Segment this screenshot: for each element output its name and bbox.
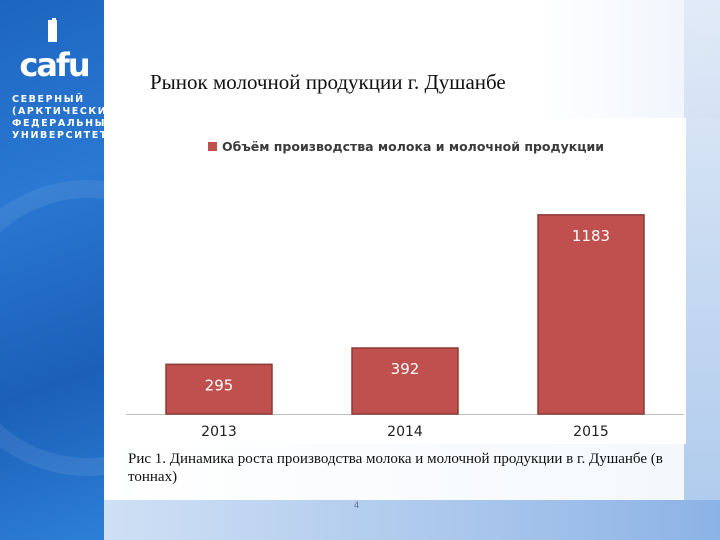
x-tick-label: 2014 <box>387 424 423 440</box>
bar <box>537 214 645 415</box>
figure-caption: Рис 1. Динамика роста производства молок… <box>128 451 663 485</box>
logo-line: (АРКТИЧЕСКИЙ) <box>12 106 104 117</box>
data-label: 392 <box>391 360 420 378</box>
data-label: 1183 <box>572 227 610 245</box>
logo-text: СЕВЕРНЫЙ (АРКТИЧЕСКИЙ) ФЕДЕРАЛЬНЫЙ УНИВЕ… <box>12 94 104 142</box>
decorative-right-band <box>684 0 720 540</box>
header-band <box>104 0 720 118</box>
x-tick-label: 2013 <box>201 424 237 440</box>
logo-wordmark: cafu <box>19 46 88 84</box>
page-title: Рынок молочной продукции г. Душанбе <box>150 70 506 94</box>
bar <box>165 363 273 415</box>
caption-box <box>104 444 684 500</box>
bar-chart: Объём производства молока и молочной про… <box>126 139 684 440</box>
logo-line: ФЕДЕРАЛЬНЫЙ <box>12 118 104 129</box>
x-tick-label: 2015 <box>573 424 609 440</box>
decorative-bottom-band <box>104 500 720 540</box>
legend-label: Объём производства молока и молочной про… <box>222 139 604 154</box>
bar <box>351 347 459 415</box>
page-number: 4 <box>354 500 360 510</box>
logo-line: СЕВЕРНЫЙ <box>12 94 85 105</box>
chart-container: Объём производства молока и молочной про… <box>118 118 686 444</box>
sidebar-brand-panel: cafu СЕВЕРНЫЙ (АРКТИЧЕСКИЙ) ФЕДЕРАЛЬНЫЙ … <box>0 0 104 540</box>
logo-line: УНИВЕРСИТЕТ <box>12 130 104 141</box>
university-logo-icon: cafu <box>19 18 91 84</box>
data-label: 295 <box>205 376 234 394</box>
legend-swatch <box>208 142 217 151</box>
